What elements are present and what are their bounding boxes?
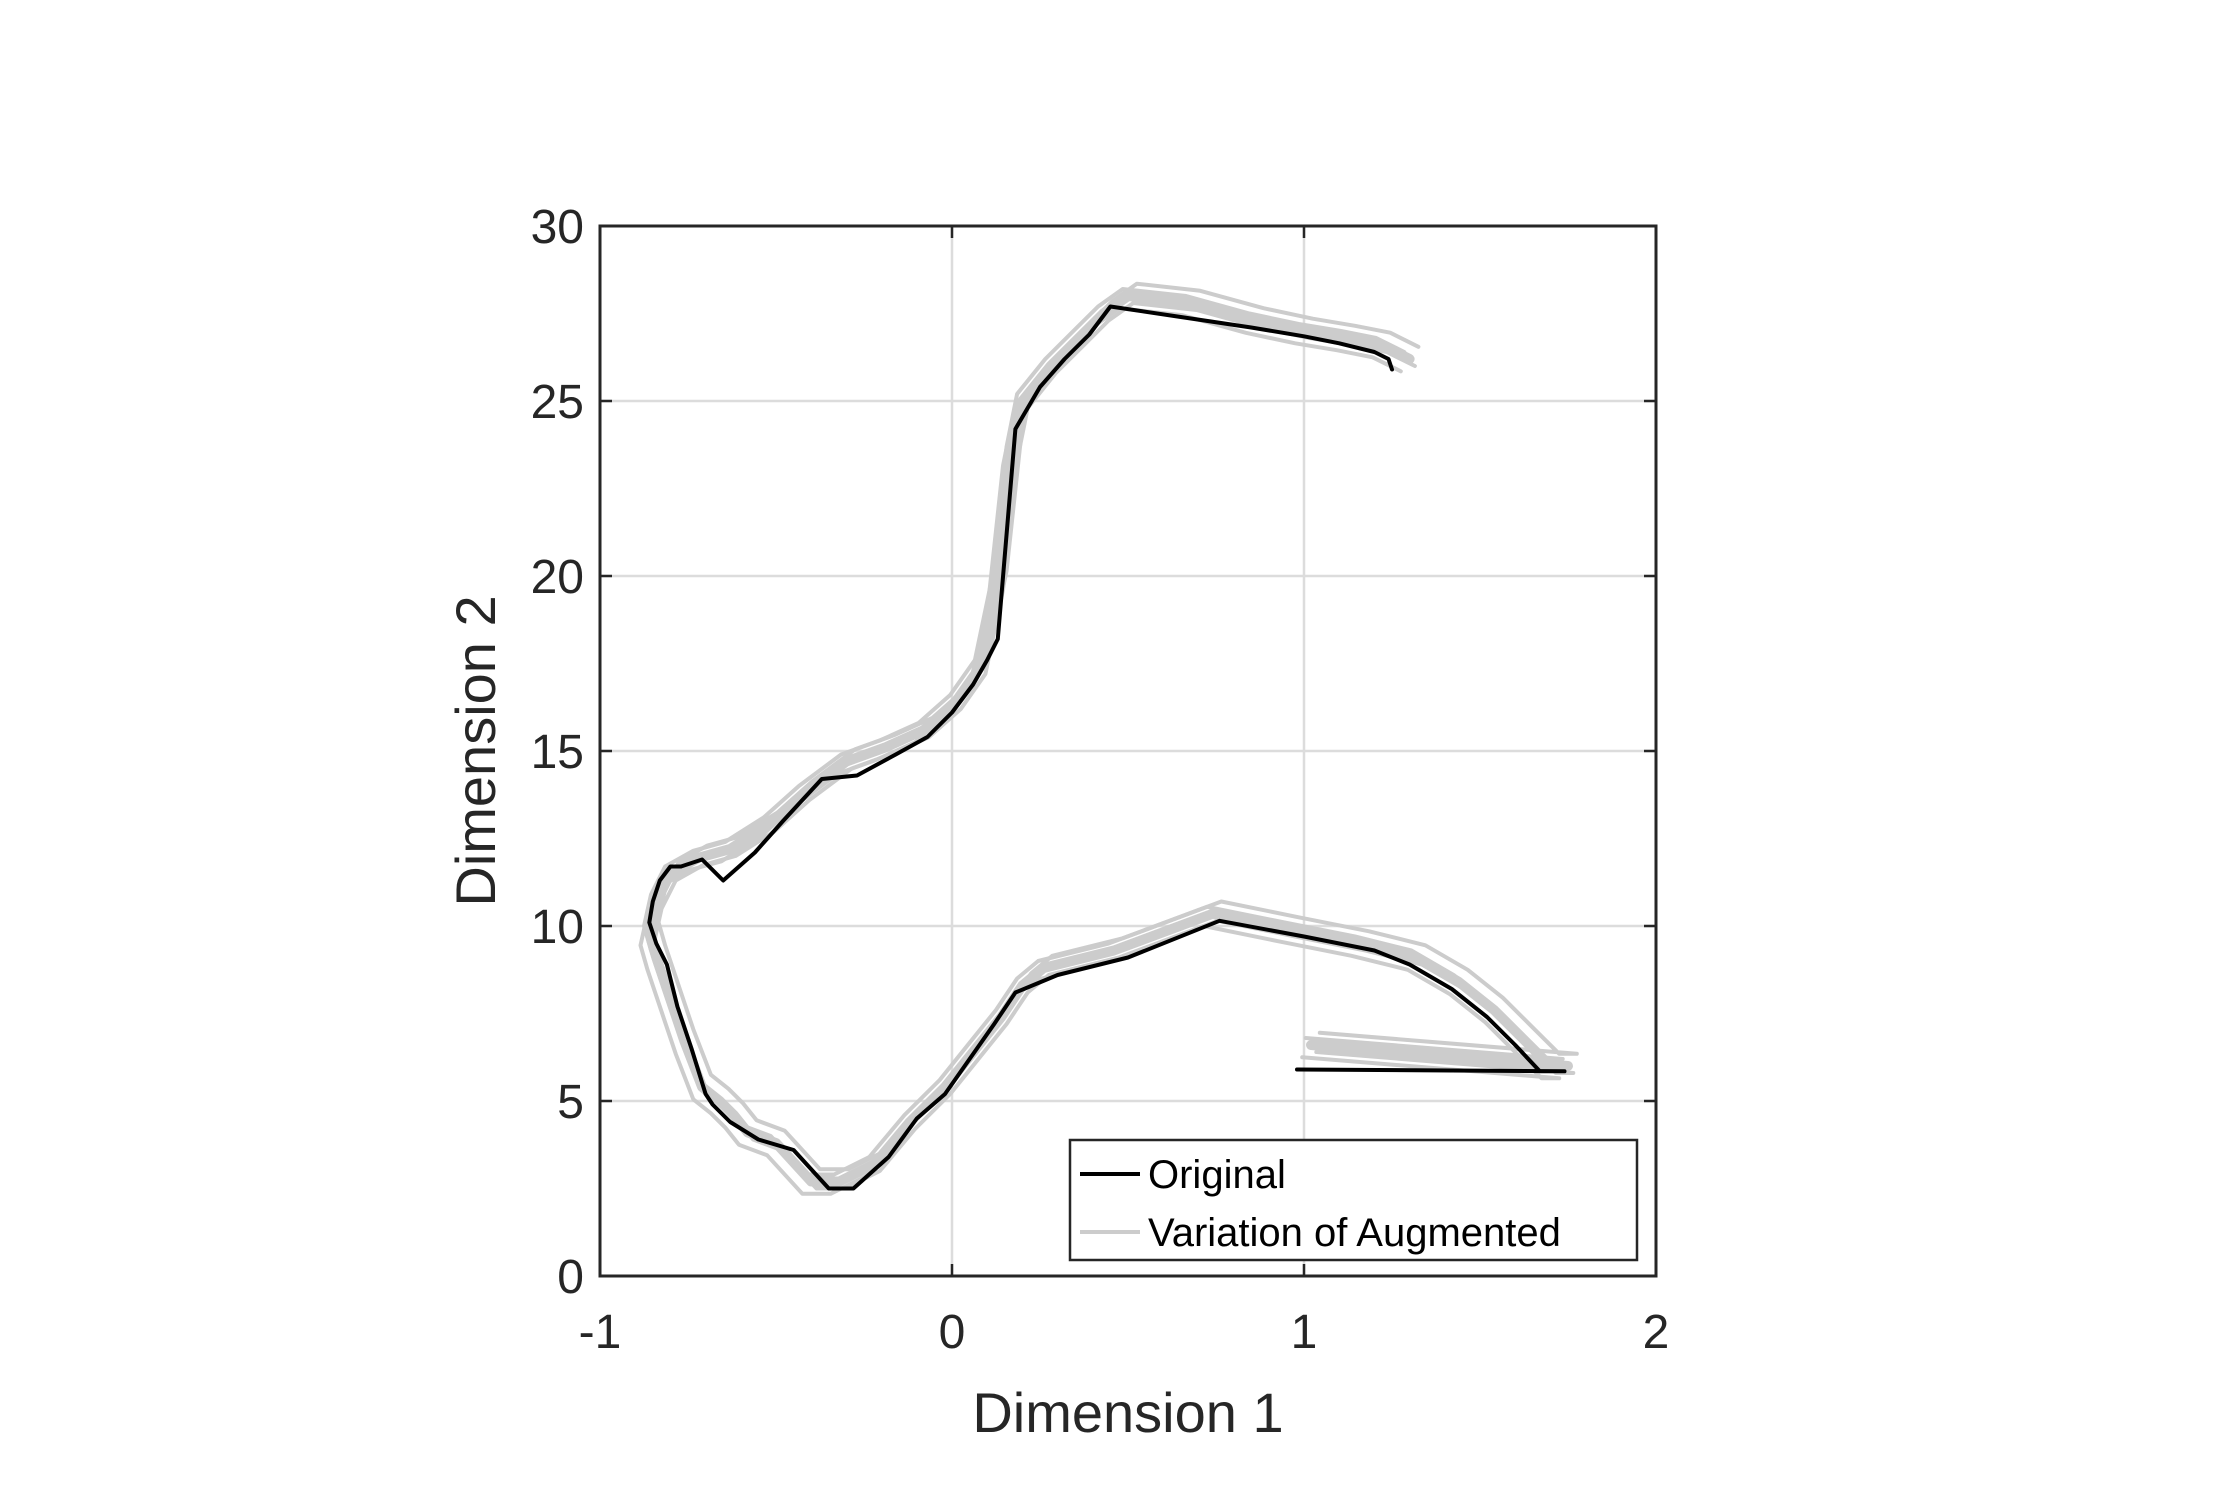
grid-lines [600,226,1656,1276]
y-tick-label: 15 [531,726,584,779]
legend-box [1068,1138,1639,1262]
series-lines [647,304,1567,1191]
y-axis-label: Dimension 2 [444,595,507,906]
augmented-series-line [644,291,1573,1187]
legend-label-augmented: Variation of Augmented [1148,1211,1561,1255]
original-series-line [647,304,1567,1191]
x-axis-label: Dimension 1 [972,1381,1283,1444]
y-tick-label: 10 [531,901,584,954]
legend: Original Variation of Augmented [1068,1138,1639,1262]
x-tick-label: 0 [939,1306,966,1359]
x-tick-label: 1 [1291,1306,1318,1359]
y-tick-label: 30 [531,201,584,254]
y-tick-label: 0 [557,1251,584,1304]
legend-label-original: Original [1148,1153,1286,1197]
tick-marks [598,224,1658,1278]
y-tick-label: 25 [531,376,584,429]
x-tick-label: 2 [1643,1306,1670,1359]
x-tick-label: -1 [579,1306,622,1359]
y-tick-label: 5 [557,1076,584,1129]
y-tick-label: 20 [531,551,584,604]
